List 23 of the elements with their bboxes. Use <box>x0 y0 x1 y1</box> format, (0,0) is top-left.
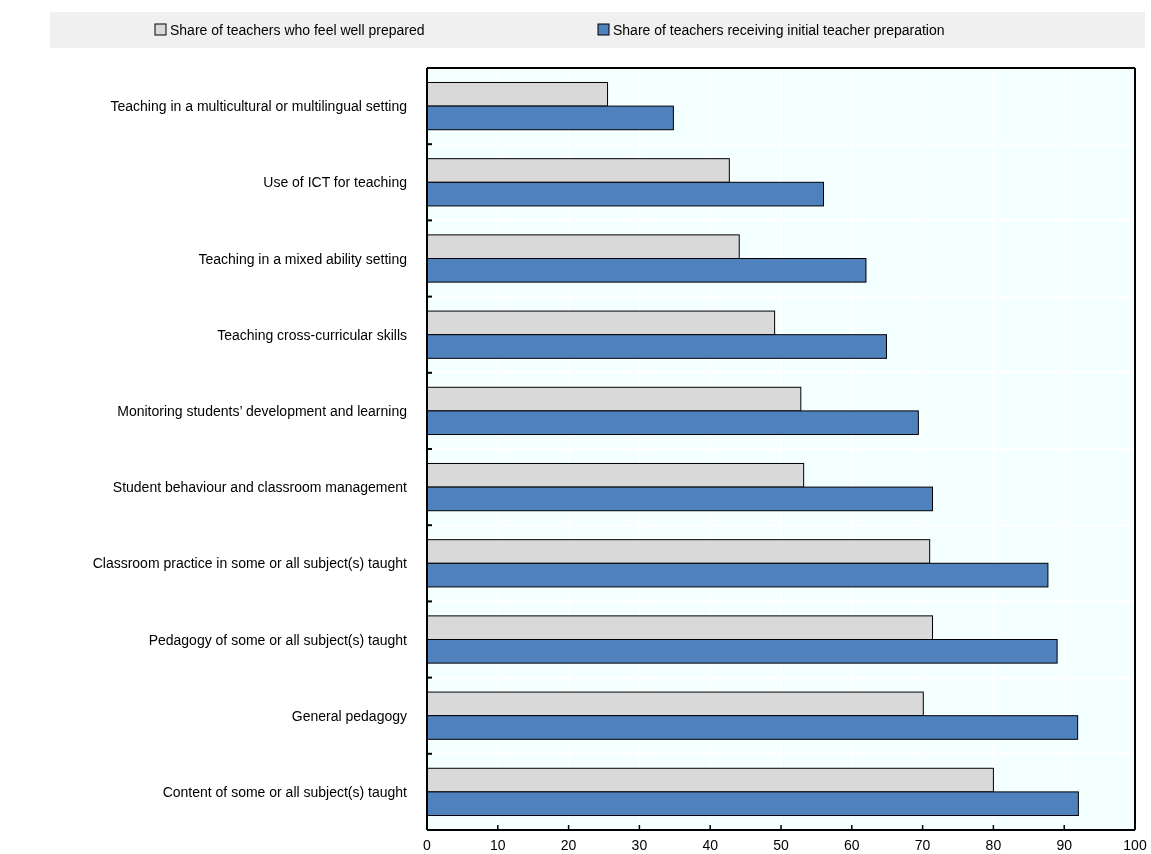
x-tick-label: 70 <box>914 837 931 853</box>
x-tick-label: 0 <box>423 837 432 853</box>
y-tick-label: Pedagogy of some or all subject(s) taught <box>148 631 408 648</box>
x-tick-label: 80 <box>985 837 1002 853</box>
x-tick-label: 60 <box>844 837 860 853</box>
x-tick-label: 40 <box>702 837 719 853</box>
legend-label: Share of teachers who feel well prepared <box>170 22 425 38</box>
y-tick-label: Teaching in a multicultural or multilingual setting <box>110 98 407 115</box>
x-tick-label: 100 <box>1123 837 1147 853</box>
x-tick-label: 10 <box>490 837 506 853</box>
y-tick-label: Use of ICT for teaching <box>263 174 407 191</box>
y-tick-label: Classroom practice in some or all subject(s) taught <box>92 555 408 572</box>
y-tick-label: Teaching in a mixed ability setting <box>198 250 407 267</box>
y-tick-label: Teaching cross-curricular skills <box>217 326 407 343</box>
legend-label: Share of teachers receiving initial teacher preparation <box>613 22 945 38</box>
x-tick-label: 90 <box>1056 837 1073 853</box>
x-tick-label: 20 <box>560 837 577 853</box>
y-tick-label: Content of some or all subject(s) taught <box>162 783 408 800</box>
x-tick-label: 50 <box>773 837 789 853</box>
x-tick-label: 30 <box>631 837 648 853</box>
y-tick-label: General pedagogy <box>291 707 407 724</box>
y-tick-label: Student behaviour and classroom management <box>112 479 408 496</box>
y-tick-label: Monitoring students’ development and learning <box>117 402 407 419</box>
